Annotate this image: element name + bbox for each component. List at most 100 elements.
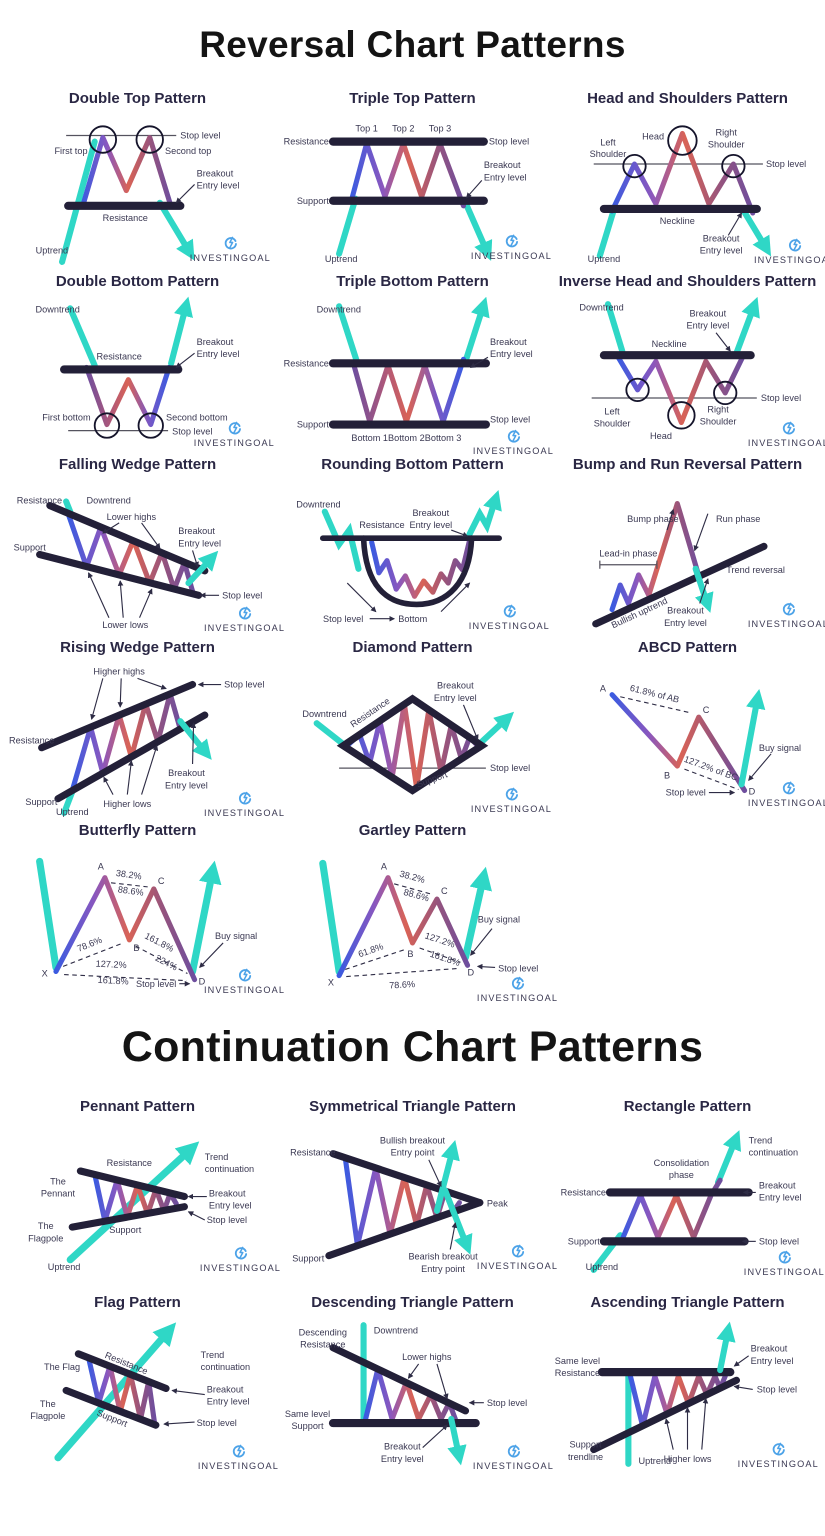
label-buy-signal: Buy signal	[478, 915, 520, 925]
label-resistance: Resistance	[97, 351, 142, 361]
uptrend-breakout-arrow	[733, 296, 760, 357]
price-pattern	[609, 692, 748, 794]
investingoal-logo: INVESTINGOAL	[477, 976, 557, 1003]
investingoal-logo: INVESTINGOAL	[469, 604, 549, 631]
label-peak: Peak	[487, 1199, 508, 1209]
bd-dash	[135, 945, 188, 975]
label-right-shoulder-1: Right	[716, 128, 738, 138]
label-xd-1618: 161.8%	[97, 975, 129, 987]
investingoal-logo: INVESTINGOAL	[471, 234, 551, 261]
label-entry-level: Entry level	[751, 1356, 794, 1366]
label-downtrend: Downtrend	[302, 709, 346, 719]
label-first-bottom: First bottom	[42, 412, 91, 422]
label-higher-lows: Higher lows	[664, 1454, 712, 1464]
panel-ascending-triangle: Ascending Triangle Pattern Same level Re…	[550, 1286, 825, 1482]
label-descending: Descending	[299, 1327, 347, 1337]
label-stop-level: Stop level	[490, 414, 530, 424]
higher-lows-pointer-2	[126, 760, 134, 795]
panel-triple-top: Triple Top Pattern Resistance Top 1 Top …	[275, 82, 551, 265]
label-bd-1618: 161.8%	[429, 949, 462, 968]
label-entry-level: Entry level	[687, 321, 730, 331]
xb-dash	[345, 948, 407, 970]
label-entry-level: Entry level	[197, 349, 240, 359]
label-leadin-phase: Lead-in phase	[599, 549, 657, 559]
label-top2: Top 2	[392, 123, 414, 133]
label-flagpole-1: The	[38, 1221, 54, 1231]
label-bottom2: Bottom 2	[388, 433, 425, 443]
label-entry-level: Entry level	[165, 780, 208, 790]
label-stop-level: Stop level	[487, 1398, 527, 1408]
label-d: D	[199, 977, 206, 987]
investingoal-logo: INVESTINGOAL	[198, 1444, 278, 1471]
lower-highs-pointer-2	[436, 1363, 449, 1400]
breakout-pointer	[451, 529, 469, 538]
label-breakout: Breakout	[384, 1442, 421, 1452]
price-pattern	[369, 537, 473, 599]
pattern-title: Falling Wedge Pattern	[58, 456, 217, 473]
symmetrical-triangle-diagram: Resistance Bullish breakout Entry point …	[290, 1136, 557, 1274]
panel-abcd: ABCD Pattern A B C D 61.8% of AB 127.2% …	[550, 631, 825, 814]
label-breakout: Breakout	[209, 1189, 246, 1199]
pattern-title: Head and Shoulders Pattern	[587, 90, 788, 107]
svg-text:INVESTINGOAL: INVESTINGOAL	[744, 1267, 825, 1277]
left-shoulder-circle	[625, 377, 650, 402]
label-resistance: Resistance	[555, 1368, 600, 1378]
label-stop-level: Stop level	[207, 1215, 247, 1225]
downtrend-arrow	[313, 720, 349, 749]
label-trend-1: Trend	[749, 1136, 773, 1146]
double-top-diagram: Stop level First top Second top Breakout…	[36, 125, 270, 265]
right-shoulder-circle	[721, 153, 746, 179]
label-higher-highs: Higher highs	[93, 666, 145, 676]
label-bearish-breakout: Bearish breakout	[408, 1252, 478, 1262]
panel-butterfly: Butterfly Pattern X A B C D 38.2% 88.6% …	[0, 814, 284, 997]
pattern-title: Rounding Bottom Pattern	[321, 456, 504, 473]
label-uptrend: Uptrend	[586, 1262, 619, 1272]
price-pattern	[609, 130, 756, 216]
bd-dash	[419, 947, 461, 963]
label-618-of-ab: 61.8% of AB	[629, 683, 680, 705]
double-bottom-diagram: Downtrend Resistance Breakout Entry leve…	[36, 296, 274, 448]
label-ac-382: 38.2%	[115, 868, 142, 882]
label-top1: Top 1	[355, 123, 377, 133]
buy-signal-pointer	[199, 942, 224, 969]
breakdown-arrow	[447, 1415, 467, 1466]
label-entry-level: Entry level	[700, 246, 743, 256]
panel-descending-triangle: Descending Triangle Pattern Descending R…	[275, 1286, 553, 1482]
ascending-triangle-diagram: Same level Resistance Breakout Entry lev…	[555, 1321, 818, 1469]
bearish-pointer	[449, 1222, 458, 1250]
stop-pointer	[163, 1420, 195, 1427]
label-uptrend: Uptrend	[325, 254, 358, 264]
resistance-line	[329, 1150, 484, 1207]
head-shoulders-diagram: Left Shoulder Head Right Shoulder Stop l…	[588, 125, 825, 265]
label-trend-1: Trend	[201, 1350, 225, 1360]
label-xb-618: 61.8%	[357, 941, 385, 959]
label-uptrend: Uptrend	[36, 246, 69, 256]
downtrend-arrow	[336, 303, 361, 367]
rounding-bottom-diagram: Downtrend Resistance Breakout Entry leve…	[296, 489, 549, 631]
head-circle	[667, 125, 698, 156]
descent-pointer	[346, 582, 377, 613]
label-resistance: Resistance	[284, 137, 329, 147]
panel-bump-and-run: Bump and Run Reversal Pattern Bump phase…	[550, 448, 825, 631]
label-entry-level: Entry level	[178, 538, 221, 548]
breakout-pointer	[192, 550, 199, 568]
label-right-shoulder-2: Shoulder	[700, 417, 737, 427]
price-pattern	[609, 500, 703, 613]
label-bullish-entry-point: Entry point	[391, 1148, 435, 1158]
resistance-line	[38, 680, 197, 752]
breakout-pointer	[469, 356, 489, 368]
inverse-head-shoulders-diagram: Downtrend Breakout Entry level Neckline …	[579, 296, 825, 448]
downtrend-breakout-arrow	[739, 205, 772, 257]
label-second-top: Second top	[165, 146, 211, 156]
head-circle	[667, 401, 696, 430]
label-resistance: Resistance	[561, 1187, 606, 1197]
label-resistance: Resistance	[17, 496, 62, 506]
downtrend-arrow	[67, 305, 98, 369]
pattern-title: Inverse Head and Shoulders Pattern	[558, 273, 817, 290]
pattern-title: Double Top Pattern	[68, 90, 207, 107]
pattern-title: Pennant Pattern	[79, 1098, 196, 1115]
breakout-pointer	[171, 1388, 205, 1396]
price-pattern	[627, 1373, 728, 1429]
higher-highs-pointer-1	[90, 678, 104, 720]
label-pennant-1: The	[50, 1176, 66, 1186]
